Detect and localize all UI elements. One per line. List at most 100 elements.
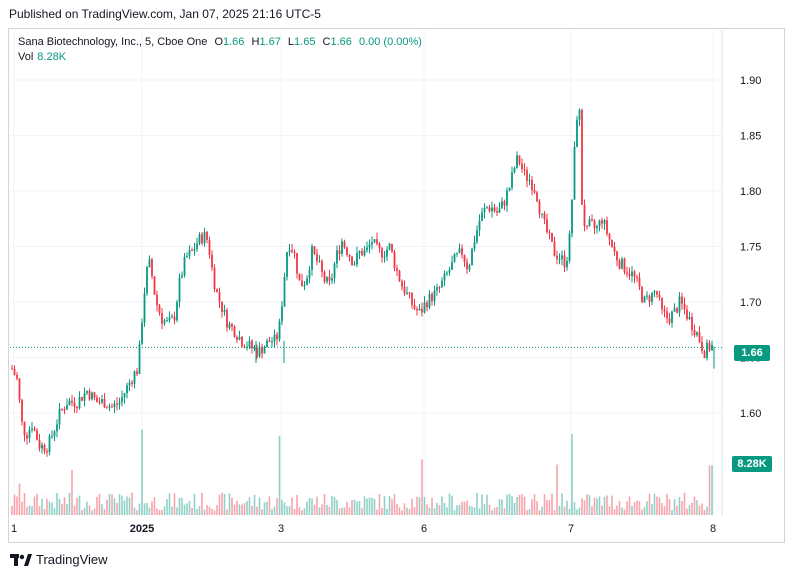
- candle-body: [366, 247, 368, 251]
- candle-body: [668, 318, 671, 323]
- candle-body: [656, 291, 658, 295]
- candle-body: [626, 272, 628, 274]
- volume-bar: [643, 506, 646, 515]
- candle-body: [596, 226, 598, 229]
- candle-body: [636, 276, 638, 278]
- chart-frame[interactable]: [8, 28, 785, 543]
- volume-bar: [393, 494, 396, 515]
- volume-bar: [281, 499, 283, 515]
- candle-body: [203, 231, 206, 244]
- volume-bar: [358, 500, 361, 515]
- candle-body: [681, 296, 683, 304]
- candle-body: [278, 321, 281, 340]
- volume-bar: [486, 494, 488, 515]
- volume-bar: [626, 501, 628, 515]
- volume-bar: [413, 507, 416, 515]
- candle-body: [586, 225, 588, 227]
- volume-bar: [21, 501, 23, 515]
- volume-bar: [256, 506, 258, 515]
- candle-body: [133, 371, 136, 384]
- volume-bar: [571, 434, 573, 515]
- candle-body: [333, 263, 336, 279]
- volume-bar: [563, 506, 566, 515]
- volume-bar: [146, 502, 148, 515]
- volume-bar: [271, 508, 273, 515]
- candle-body: [266, 340, 268, 348]
- candle-body: [501, 201, 503, 209]
- published-caption: Published on TradingView.com, Jan 07, 20…: [9, 7, 321, 21]
- volume-bar: [451, 495, 453, 515]
- volume-bar: [261, 509, 263, 515]
- volume-bar: [286, 506, 288, 515]
- volume-bar: [158, 509, 161, 515]
- candle-body: [216, 289, 218, 293]
- candle-body: [286, 252, 288, 278]
- candle-body: [536, 192, 538, 202]
- tradingview-logo[interactable]: TradingView: [10, 552, 108, 567]
- volume-bar: [61, 504, 63, 515]
- candle-body: [98, 402, 101, 404]
- candle-body: [556, 255, 558, 260]
- candle-body: [408, 292, 411, 294]
- candle-body: [403, 286, 406, 294]
- candle-body: [36, 430, 38, 440]
- candle-body: [298, 273, 301, 281]
- candle-body: [611, 239, 613, 247]
- volume-bar: [686, 508, 688, 515]
- volume-bar: [383, 496, 386, 515]
- candle-body: [468, 265, 471, 270]
- candle-body: [113, 403, 116, 408]
- volume-bar: [323, 493, 326, 515]
- candle-body: [181, 275, 183, 278]
- volume-bar: [126, 496, 128, 515]
- volume-bar: [628, 496, 631, 515]
- candle-body: [196, 243, 198, 250]
- candle-body: [41, 444, 43, 449]
- volume-bar: [416, 496, 418, 515]
- volume-bar: [133, 507, 136, 515]
- candle-body: [481, 212, 483, 221]
- candle-body: [13, 368, 16, 375]
- candle-body: [618, 260, 621, 269]
- candle-body: [631, 271, 633, 276]
- candle-body: [446, 272, 448, 274]
- volume-bar: [186, 503, 188, 515]
- candle-body: [493, 207, 496, 212]
- volume-bar: [311, 498, 313, 515]
- volume-bar: [178, 497, 181, 515]
- volume-bar: [438, 505, 441, 515]
- candle-body: [466, 261, 468, 270]
- candle-body: [78, 396, 81, 409]
- candle-body: [283, 277, 286, 307]
- volume-bar: [581, 498, 583, 515]
- x-tick-label: 1: [11, 523, 17, 535]
- candle-body: [23, 421, 26, 436]
- volume-bar: [98, 493, 101, 515]
- candle-body: [53, 431, 56, 437]
- volume-bar: [168, 493, 171, 515]
- volume-bar: [163, 506, 166, 515]
- volume-bar: [266, 501, 268, 515]
- volume-bar: [423, 496, 426, 515]
- volume-bar: [221, 492, 223, 515]
- volume-bar: [228, 493, 231, 515]
- volume-bar: [231, 497, 233, 515]
- volume-bar: [13, 494, 16, 515]
- candle-body: [523, 169, 526, 171]
- volume-bar: [676, 505, 678, 515]
- candle-body: [551, 233, 553, 242]
- volume-bar: [468, 505, 471, 515]
- candle-body: [673, 308, 676, 312]
- volume-bar: [386, 508, 388, 515]
- x-tick-label: 8: [710, 523, 716, 535]
- candle-body: [436, 287, 438, 291]
- volume-bar: [51, 502, 53, 515]
- volume-bar: [473, 507, 476, 515]
- volume-bar: [678, 497, 681, 515]
- candle-body: [406, 292, 408, 294]
- candle-body: [271, 341, 273, 343]
- candle-body: [326, 276, 328, 282]
- candle-body: [621, 258, 623, 269]
- candle-body: [513, 167, 516, 173]
